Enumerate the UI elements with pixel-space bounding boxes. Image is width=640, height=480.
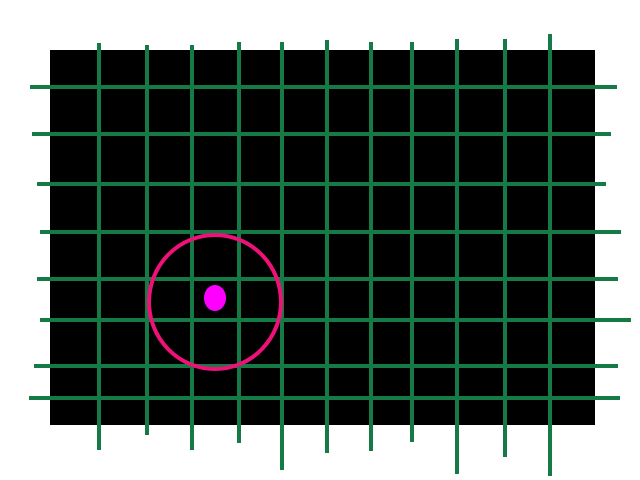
cursor-ring[interactable] <box>147 233 283 371</box>
grid-lines <box>29 34 631 476</box>
target-dot[interactable] <box>204 285 226 311</box>
game-board[interactable] <box>50 50 595 425</box>
